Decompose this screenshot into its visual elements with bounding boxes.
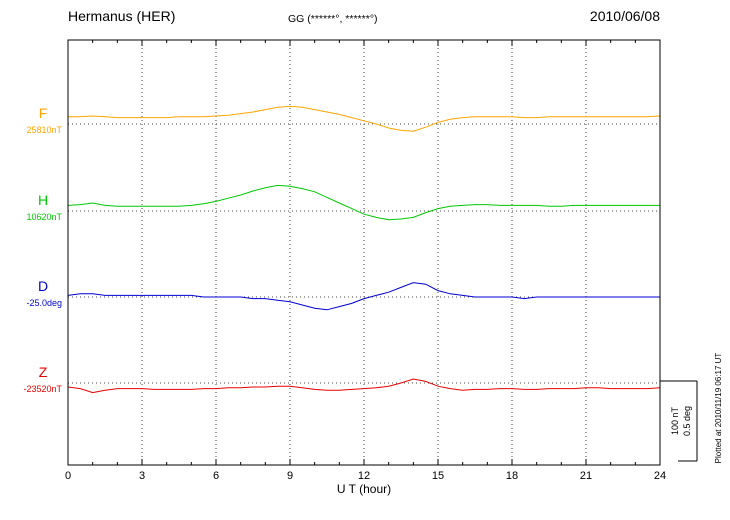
gridlines bbox=[68, 40, 660, 465]
series-baseline-F: 25810nT bbox=[26, 125, 62, 135]
svg-text:0: 0 bbox=[65, 470, 71, 482]
svg-text:15: 15 bbox=[432, 470, 444, 482]
trace-F bbox=[68, 105, 661, 132]
trace-D bbox=[67, 282, 660, 311]
series-baseline-Z: -23520nT bbox=[23, 384, 62, 394]
svg-text:6: 6 bbox=[213, 470, 219, 482]
scale-bar: 100 nT 0.5 deg bbox=[660, 380, 698, 462]
trace-H bbox=[67, 184, 660, 221]
series-letter-H: H bbox=[37, 192, 49, 208]
plot-frame bbox=[67, 39, 661, 466]
series-letter-Z: Z bbox=[38, 364, 48, 380]
station-title: Hermanus (HER) bbox=[68, 8, 176, 24]
svg-text:18: 18 bbox=[506, 470, 518, 482]
axis-tick-labels: 0 3 6 9 12 15 18 21 24 bbox=[65, 470, 666, 482]
series-baseline-D: -25.0deg bbox=[26, 298, 62, 308]
component-traces bbox=[67, 105, 661, 394]
trace-Z bbox=[67, 378, 661, 394]
svg-text:3: 3 bbox=[139, 470, 145, 482]
geographic-coords: GG (******°, ******°) bbox=[288, 13, 378, 25]
series-baseline-H: 10620nT bbox=[26, 212, 62, 222]
x-axis-label: U T (hour) bbox=[336, 482, 392, 496]
series-letter-D: D bbox=[37, 278, 49, 294]
svg-text:12: 12 bbox=[358, 470, 370, 482]
scale-05deg-label: 0.5 deg bbox=[682, 406, 692, 436]
series-letter-F: F bbox=[38, 105, 48, 121]
scale-100nt-label: 100 nT bbox=[670, 406, 680, 435]
date-label: 2010/06/08 bbox=[589, 8, 660, 24]
svg-text:24: 24 bbox=[654, 470, 666, 482]
svg-text:21: 21 bbox=[580, 470, 592, 482]
svg-text:9: 9 bbox=[287, 470, 293, 482]
plotted-at-label: Plotted at 2010/11/19 06:17 UT bbox=[714, 353, 723, 464]
